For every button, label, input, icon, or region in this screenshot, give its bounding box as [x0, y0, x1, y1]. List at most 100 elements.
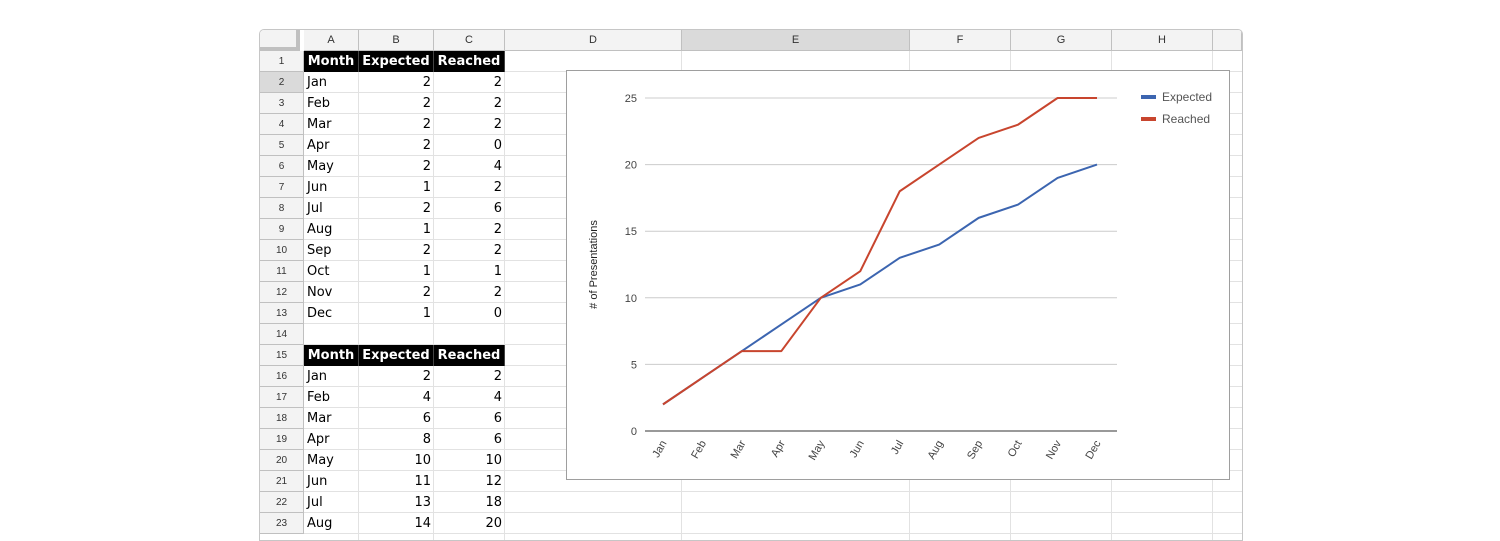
column-header-d[interactable]: D	[505, 30, 682, 51]
reached-cell[interactable]: 2	[434, 93, 505, 114]
reached-cell[interactable]: 2	[434, 114, 505, 135]
row-header-1[interactable]: 1	[260, 51, 304, 72]
legend-label-expected: Expected	[1162, 90, 1212, 104]
reached-cell[interactable]: 18	[434, 492, 505, 513]
row-header-11[interactable]: 11	[260, 261, 304, 282]
month-cell[interactable]: Jul	[304, 198, 359, 219]
column-header-e[interactable]: E	[682, 30, 910, 51]
table-header-cell[interactable]: Month	[304, 345, 359, 366]
month-cell[interactable]: May	[304, 156, 359, 177]
expected-cell[interactable]: 11	[359, 471, 434, 492]
reached-cell[interactable]: 6	[434, 408, 505, 429]
month-cell[interactable]: Oct	[304, 261, 359, 282]
reached-cell[interactable]: 2	[434, 177, 505, 198]
reached-cell[interactable]: 2	[434, 240, 505, 261]
row-header-20[interactable]: 20	[260, 450, 304, 471]
row-header-14[interactable]: 14	[260, 324, 304, 345]
row-header-9[interactable]: 9	[260, 219, 304, 240]
month-cell[interactable]: Feb	[304, 93, 359, 114]
expected-cell[interactable]: 2	[359, 135, 434, 156]
column-header-a[interactable]: A	[304, 30, 359, 51]
month-cell[interactable]: Aug	[304, 219, 359, 240]
column-header-h[interactable]: H	[1112, 30, 1213, 51]
column-header-g[interactable]: G	[1011, 30, 1112, 51]
expected-cell[interactable]: 2	[359, 198, 434, 219]
month-cell[interactable]: May	[304, 450, 359, 471]
row-header-12[interactable]: 12	[260, 282, 304, 303]
month-cell[interactable]: Nov	[304, 282, 359, 303]
row-header-7[interactable]: 7	[260, 177, 304, 198]
table-header-cell[interactable]: Reached	[434, 345, 505, 366]
column-header-c[interactable]: C	[434, 30, 505, 51]
reached-cell[interactable]: 0	[434, 135, 505, 156]
reached-cell[interactable]: 12	[434, 471, 505, 492]
expected-cell[interactable]: 1	[359, 177, 434, 198]
select-all-corner[interactable]	[260, 30, 300, 51]
expected-cell[interactable]: 2	[359, 93, 434, 114]
month-cell[interactable]: Apr	[304, 429, 359, 450]
row-header-22[interactable]: 22	[260, 492, 304, 513]
expected-cell[interactable]: 1	[359, 303, 434, 324]
table-header-cell[interactable]: Reached	[434, 51, 505, 72]
reached-cell[interactable]: 20	[434, 513, 505, 534]
month-cell[interactable]: Jan	[304, 366, 359, 387]
reached-cell[interactable]: 2	[434, 72, 505, 93]
table-header-cell[interactable]: Expected	[359, 345, 434, 366]
expected-cell[interactable]: 13	[359, 492, 434, 513]
row-header-3[interactable]: 3	[260, 93, 304, 114]
expected-cell[interactable]: 1	[359, 261, 434, 282]
month-cell[interactable]: Apr	[304, 135, 359, 156]
expected-cell[interactable]: 4	[359, 387, 434, 408]
expected-cell[interactable]: 6	[359, 408, 434, 429]
reached-cell[interactable]: 4	[434, 156, 505, 177]
month-cell[interactable]: Jul	[304, 492, 359, 513]
reached-cell[interactable]: 1	[434, 261, 505, 282]
row-header-2[interactable]: 2	[260, 72, 304, 93]
expected-cell[interactable]: 2	[359, 156, 434, 177]
reached-cell[interactable]: 2	[434, 366, 505, 387]
reached-cell[interactable]: 6	[434, 429, 505, 450]
expected-cell[interactable]: 8	[359, 429, 434, 450]
reached-cell[interactable]: 6	[434, 198, 505, 219]
row-header-15[interactable]: 15	[260, 345, 304, 366]
row-header-16[interactable]: 16	[260, 366, 304, 387]
column-header-f[interactable]: F	[910, 30, 1011, 51]
table-header-cell[interactable]: Expected	[359, 51, 434, 72]
reached-cell[interactable]: 10	[434, 450, 505, 471]
row-header-4[interactable]: 4	[260, 114, 304, 135]
month-cell[interactable]: Jun	[304, 471, 359, 492]
month-cell[interactable]: Sep	[304, 240, 359, 261]
month-cell[interactable]: Jan	[304, 72, 359, 93]
row-header-17[interactable]: 17	[260, 387, 304, 408]
month-cell[interactable]: Dec	[304, 303, 359, 324]
reached-cell[interactable]: 2	[434, 282, 505, 303]
row-header-8[interactable]: 8	[260, 198, 304, 219]
column-header-b[interactable]: B	[359, 30, 434, 51]
month-cell[interactable]: Aug	[304, 513, 359, 534]
row-header-13[interactable]: 13	[260, 303, 304, 324]
row-header-19[interactable]: 19	[260, 429, 304, 450]
row-header-5[interactable]: 5	[260, 135, 304, 156]
expected-cell[interactable]: 2	[359, 240, 434, 261]
row-header-23[interactable]: 23	[260, 513, 304, 534]
expected-cell[interactable]: 2	[359, 282, 434, 303]
row-header-10[interactable]: 10	[260, 240, 304, 261]
row-header-18[interactable]: 18	[260, 408, 304, 429]
reached-cell[interactable]: 0	[434, 303, 505, 324]
reached-cell[interactable]: 2	[434, 219, 505, 240]
expected-cell[interactable]: 2	[359, 366, 434, 387]
expected-cell[interactable]: 1	[359, 219, 434, 240]
expected-cell[interactable]: 2	[359, 72, 434, 93]
month-cell[interactable]: Mar	[304, 114, 359, 135]
table-header-cell[interactable]: Month	[304, 51, 359, 72]
month-cell[interactable]: Feb	[304, 387, 359, 408]
month-cell[interactable]: Jun	[304, 177, 359, 198]
reached-cell[interactable]: 4	[434, 387, 505, 408]
expected-cell[interactable]: 10	[359, 450, 434, 471]
row-header-6[interactable]: 6	[260, 156, 304, 177]
row-header-21[interactable]: 21	[260, 471, 304, 492]
month-cell[interactable]: Mar	[304, 408, 359, 429]
expected-cell[interactable]: 14	[359, 513, 434, 534]
expected-cell[interactable]: 2	[359, 114, 434, 135]
